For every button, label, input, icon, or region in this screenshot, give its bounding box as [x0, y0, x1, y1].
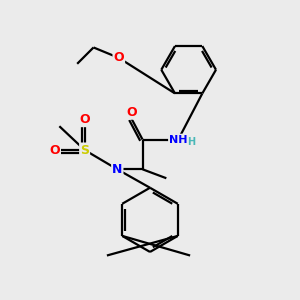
Text: NH: NH [169, 135, 188, 145]
Text: N: N [112, 163, 122, 176]
Text: S: S [80, 143, 89, 157]
Text: O: O [113, 51, 124, 64]
Text: O: O [126, 106, 137, 119]
Text: H: H [187, 137, 195, 147]
Text: O: O [79, 113, 90, 126]
Text: O: O [49, 143, 60, 157]
